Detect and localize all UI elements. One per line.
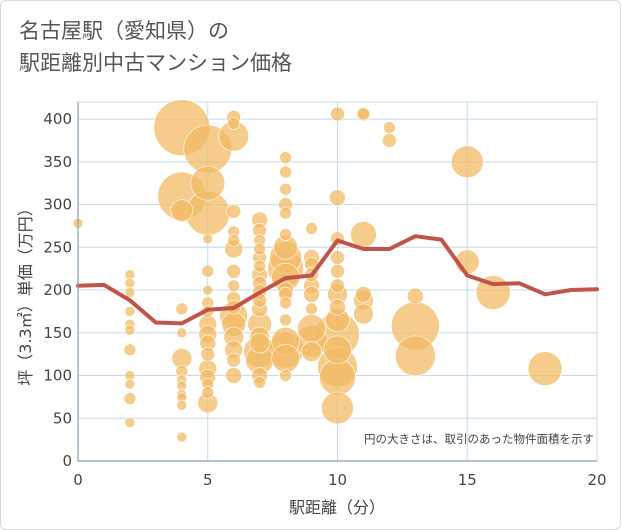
bubble <box>319 358 356 396</box>
x-tick-label: 10 <box>328 471 347 489</box>
bubble <box>176 327 188 339</box>
bubble <box>330 278 345 294</box>
bubble <box>407 287 424 305</box>
chart-title-line-1: 名古屋駅（愛知県）の <box>19 19 229 43</box>
bubble <box>450 145 484 179</box>
y-tick-label: 150 <box>43 324 72 342</box>
bubble <box>321 391 354 425</box>
bubble <box>329 189 346 207</box>
y-tick-label: 50 <box>53 409 72 427</box>
bubble <box>330 250 345 265</box>
bubble <box>279 206 292 220</box>
bubble <box>323 335 352 365</box>
bubble <box>226 263 241 279</box>
bubble <box>279 228 292 241</box>
bubble <box>279 182 292 196</box>
y-tick-label: 100 <box>43 367 72 385</box>
bubble <box>382 133 397 148</box>
bubble <box>271 344 300 373</box>
y-tick-label: 0 <box>62 452 72 470</box>
x-tick-label: 20 <box>587 471 606 489</box>
bubble <box>202 284 214 296</box>
bubble <box>279 165 292 179</box>
bubble <box>226 204 241 219</box>
bubble <box>330 106 345 122</box>
x-axis-label: 駅距離（分） <box>289 498 385 517</box>
bubble <box>226 352 241 368</box>
bubble <box>357 107 370 121</box>
bubble <box>330 263 345 279</box>
bubble <box>303 286 320 303</box>
bubble-series <box>72 99 563 443</box>
bubble <box>124 417 136 428</box>
x-tick-label: 5 <box>203 471 213 489</box>
y-tick-label: 250 <box>43 238 72 256</box>
bubble <box>225 367 242 384</box>
axes: 0 50 100 150 200 250 300 350 400 0 5 10 15 20 <box>43 102 607 489</box>
bubble <box>124 324 136 336</box>
bubble <box>176 400 188 411</box>
bubble <box>175 302 189 316</box>
bubble <box>253 376 266 389</box>
bubble <box>227 234 240 247</box>
average-line-layer <box>76 234 599 326</box>
bubble <box>279 296 292 310</box>
bubble-size-note: 円の大きさは、取引のあった物件面積を示す <box>364 432 594 446</box>
y-tick-label: 300 <box>43 196 72 214</box>
bubble <box>190 165 226 201</box>
y-axis-label: 坪（3.3㎡）単価（万円） <box>16 200 35 385</box>
bubble <box>249 332 270 354</box>
chart-title-line-2: 駅距離別中古マンション価格 <box>19 51 292 75</box>
bubble <box>301 341 322 362</box>
bubble <box>124 277 136 289</box>
bubble <box>383 121 396 134</box>
bubble <box>176 431 188 443</box>
bubble <box>124 378 136 390</box>
bubble <box>279 313 292 327</box>
chart-title: 名古屋駅（愛知県）の 駅距離別中古マンション価格 <box>19 15 292 79</box>
bubble <box>200 346 216 362</box>
x-tick-label: 15 <box>458 471 477 489</box>
bubble <box>123 343 137 357</box>
average-price-line <box>76 234 599 326</box>
bubble <box>279 151 292 164</box>
bubble <box>279 369 292 382</box>
bubble <box>305 222 318 235</box>
bubble <box>170 199 194 222</box>
bubble <box>124 287 136 298</box>
y-tick-label: 200 <box>43 281 72 299</box>
bubble <box>201 264 215 278</box>
bubble <box>297 314 326 343</box>
bubble <box>355 286 372 303</box>
x-tick-label: 0 <box>73 471 83 489</box>
bubble <box>395 335 436 377</box>
bubble <box>201 386 215 399</box>
bubble <box>527 351 563 386</box>
bubble <box>124 306 136 317</box>
bubble <box>253 259 266 273</box>
bubble <box>350 221 377 248</box>
bubble <box>202 233 214 245</box>
y-tick-label: 350 <box>43 153 72 171</box>
bubble <box>227 117 240 130</box>
bubble <box>123 392 137 405</box>
y-tick-label: 400 <box>43 110 72 128</box>
bubble <box>353 303 374 325</box>
bubble <box>253 242 266 256</box>
bubble <box>305 302 318 316</box>
bubble <box>329 298 346 316</box>
bubble <box>227 279 240 293</box>
